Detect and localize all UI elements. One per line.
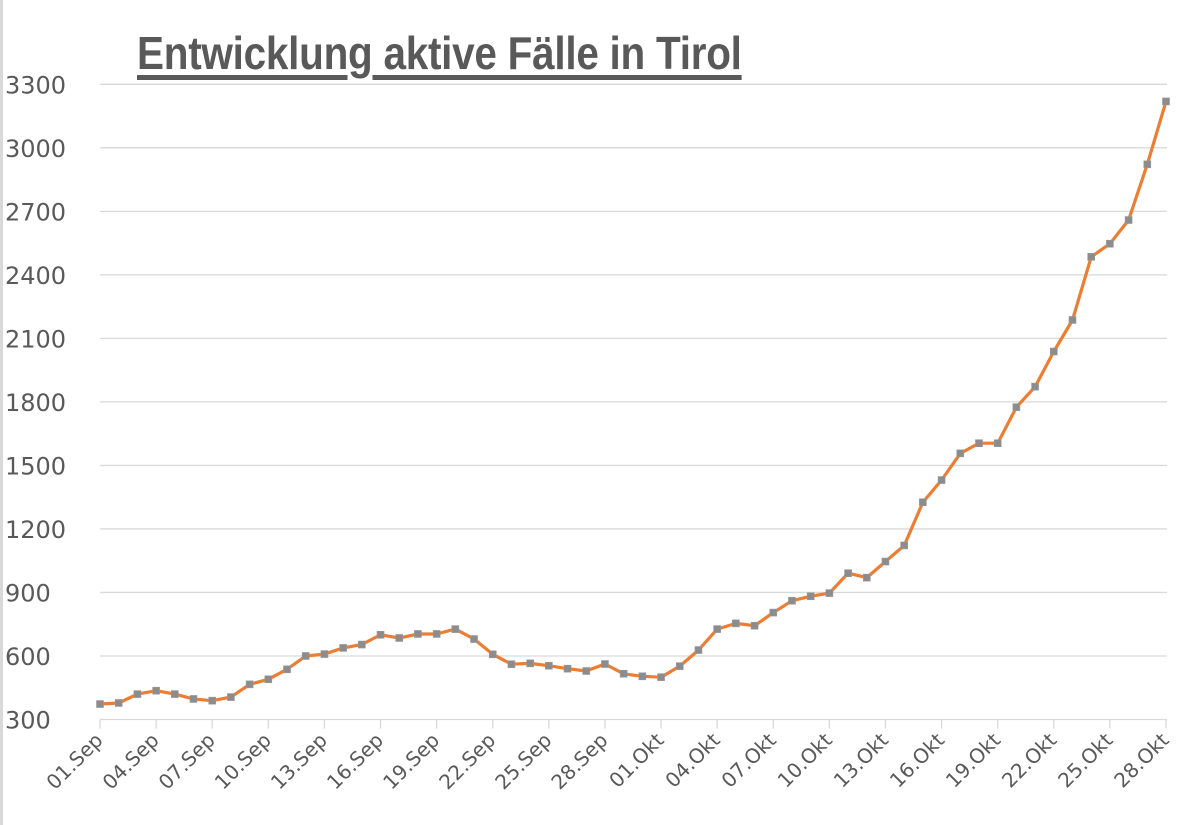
y-tick-label: 3000: [5, 135, 66, 163]
data-point-marker: [488, 650, 497, 659]
data-point-marker: [975, 439, 983, 447]
x-tick-label: 10.Sep: [210, 728, 276, 794]
y-tick-label: 3300: [5, 71, 66, 99]
x-tick-label: 28.Sep: [546, 728, 612, 794]
data-point-marker: [339, 644, 347, 652]
data-point-marker: [96, 700, 104, 708]
data-point-marker: [956, 449, 965, 458]
data-point-marker: [582, 667, 591, 675]
data-point-marker: [919, 498, 927, 507]
data-point-marker: [993, 439, 1002, 447]
data-point-marker: [900, 541, 908, 550]
x-tick-label: 10.Okt: [773, 728, 837, 792]
chart-title: Entwicklung aktive Fälle in Tirol: [137, 27, 742, 79]
data-point-marker: [414, 630, 422, 638]
data-point-marker: [227, 693, 235, 701]
data-point-marker: [376, 631, 385, 639]
data-point-marker: [675, 662, 684, 670]
data-point-marker: [245, 680, 254, 689]
x-axis: 01.Sep04.Sep07.Sep10.Sep13.Sep16.Sep19.S…: [41, 719, 1174, 794]
data-point-marker: [395, 634, 404, 642]
y-tick-label: 600: [5, 643, 51, 671]
data-point-marker: [1049, 347, 1058, 356]
x-tick-label: 25.Sep: [490, 728, 556, 794]
data-point-marker: [264, 675, 273, 684]
data-point-marker: [507, 660, 516, 669]
y-tick-label: 2700: [5, 198, 66, 226]
data-point-marker: [526, 659, 534, 668]
data-point-marker: [189, 695, 198, 703]
data-point-marker: [432, 630, 441, 638]
data-point-marker: [1012, 403, 1021, 411]
x-tick-label: 22.Sep: [434, 728, 500, 794]
x-tick-label: 07.Okt: [716, 728, 780, 792]
data-point-marker: [301, 652, 310, 660]
y-tick-label: 300: [5, 707, 51, 735]
x-tick-label: 22.Okt: [997, 728, 1061, 792]
data-point-marker: [470, 635, 478, 643]
data-point-marker: [694, 646, 703, 654]
x-tick-label: 13.Okt: [829, 728, 893, 792]
data-point-marker: [638, 672, 647, 681]
gridlines: [100, 83, 1167, 721]
data-point-marker: [1143, 160, 1152, 169]
x-tick-label: 28.Okt: [1109, 728, 1173, 792]
y-axis-labels: 300 600 900 1200 1500 1800 2100 2400 2700 3000 330…: [5, 71, 66, 734]
x-tick-label: 04.Sep: [98, 728, 164, 794]
data-point-marker: [657, 673, 665, 681]
x-tick-label: 16.Okt: [885, 728, 949, 792]
data-series: [96, 97, 1170, 708]
data-point-marker: [1031, 382, 1039, 391]
data-point-marker: [713, 625, 721, 633]
data-point-marker: [601, 660, 609, 668]
data-point-marker: [208, 696, 217, 705]
data-point-marker: [283, 665, 291, 674]
y-tick-label: 900: [5, 579, 51, 607]
left-border: [0, 0, 3, 825]
y-tick-label: 1500: [5, 452, 66, 480]
y-tick-label: 1800: [5, 389, 66, 417]
data-point-marker: [862, 573, 871, 582]
x-tick-label: 19.Sep: [378, 728, 444, 794]
data-point-marker: [133, 690, 142, 698]
data-point-marker: [1068, 316, 1077, 324]
data-point-marker: [171, 690, 179, 698]
data-point-marker: [545, 661, 553, 670]
data-point-marker: [937, 476, 946, 484]
data-point-marker: [788, 596, 796, 605]
data-point-marker: [881, 557, 890, 566]
data-point-marker: [1106, 239, 1114, 248]
x-tick-label: 04.Okt: [660, 728, 724, 792]
data-point-marker: [563, 664, 572, 673]
data-point-marker: [358, 640, 366, 649]
x-tick-label: 16.Sep: [322, 728, 388, 794]
x-tick-label: 19.Okt: [941, 728, 1005, 792]
data-point-marker: [844, 569, 852, 577]
x-tick-label: 07.Sep: [154, 728, 220, 794]
data-point-marker: [1124, 216, 1133, 224]
data-point-marker: [1087, 253, 1095, 261]
x-tick-label: 25.Okt: [1053, 728, 1117, 792]
series-line: [99, 101, 1168, 706]
data-point-marker: [750, 621, 759, 630]
y-tick-label: 1200: [5, 516, 66, 544]
x-tick-label: 01.Sep: [41, 728, 107, 794]
data-point-marker: [769, 608, 778, 617]
data-point-marker: [619, 669, 628, 678]
data-point-marker: [1162, 97, 1170, 106]
y-tick-label: 2100: [5, 325, 66, 353]
data-point-marker: [732, 619, 740, 628]
data-point-marker: [825, 589, 834, 597]
y-tick-label: 2400: [5, 262, 66, 290]
data-point-marker: [451, 625, 460, 633]
data-point-marker: [806, 592, 815, 601]
x-tick-label: 13.Sep: [266, 728, 332, 794]
x-tick-label: 01.Okt: [604, 728, 668, 792]
data-point-marker: [152, 686, 160, 695]
data-point-marker: [320, 650, 329, 658]
data-point-marker: [114, 699, 123, 707]
